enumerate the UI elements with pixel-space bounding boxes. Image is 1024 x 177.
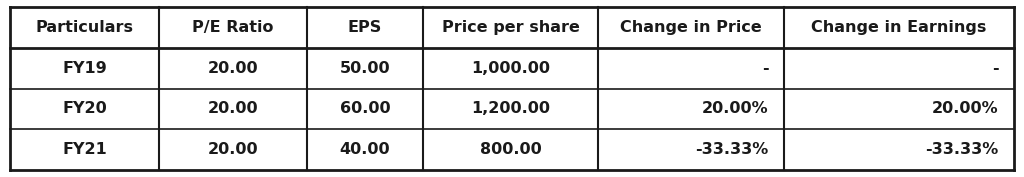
Text: -: - (762, 61, 769, 76)
Text: 1,200.00: 1,200.00 (471, 101, 550, 116)
Text: 800.00: 800.00 (479, 142, 542, 157)
Text: 20.00%: 20.00% (702, 101, 769, 116)
Text: 40.00: 40.00 (340, 142, 390, 157)
Text: FY19: FY19 (62, 61, 106, 76)
Text: Change in Price: Change in Price (621, 20, 762, 35)
Text: P/E Ratio: P/E Ratio (193, 20, 273, 35)
Text: 20.00: 20.00 (208, 101, 258, 116)
Text: FY21: FY21 (62, 142, 106, 157)
Text: -33.33%: -33.33% (695, 142, 769, 157)
Text: 20.00%: 20.00% (932, 101, 998, 116)
Text: 20.00: 20.00 (208, 61, 258, 76)
Text: -: - (992, 61, 998, 76)
Text: 50.00: 50.00 (340, 61, 390, 76)
Text: -33.33%: -33.33% (925, 142, 998, 157)
Text: Price per share: Price per share (441, 20, 580, 35)
Text: 60.00: 60.00 (340, 101, 390, 116)
Text: EPS: EPS (348, 20, 382, 35)
Text: Change in Earnings: Change in Earnings (811, 20, 986, 35)
Text: 20.00: 20.00 (208, 142, 258, 157)
Text: FY20: FY20 (62, 101, 106, 116)
Text: 1,000.00: 1,000.00 (471, 61, 550, 76)
Text: Particulars: Particulars (36, 20, 133, 35)
